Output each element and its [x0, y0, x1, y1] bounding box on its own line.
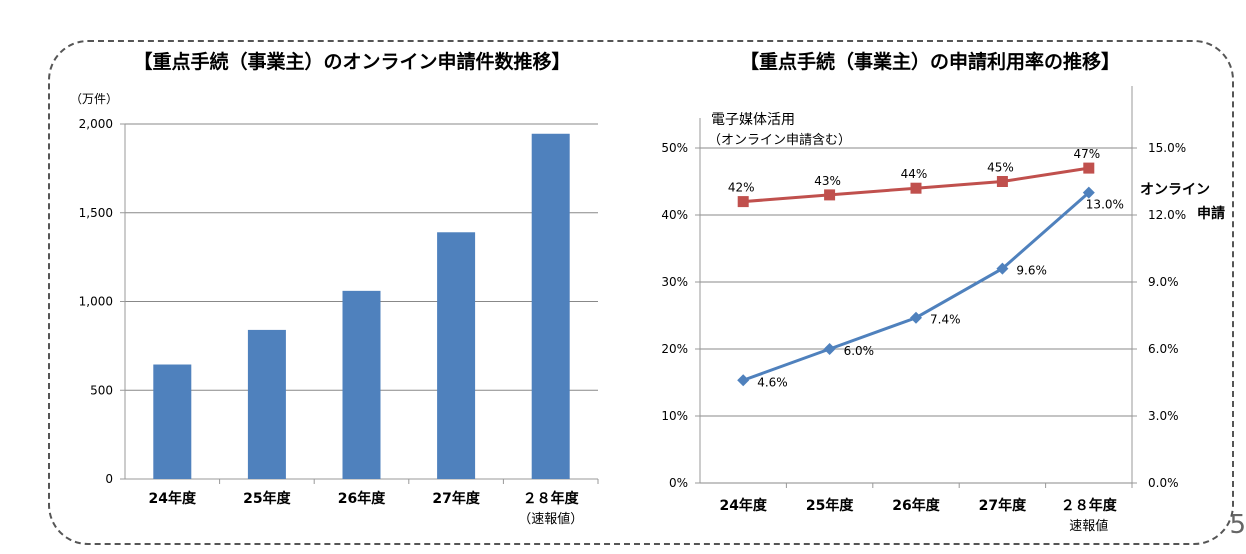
bar-y-tick-label: 1,000 — [79, 295, 113, 309]
bar — [342, 290, 381, 479]
line-left-tick-label: 10% — [661, 409, 688, 423]
series-data-label: 47% — [1073, 147, 1100, 161]
bar — [247, 329, 286, 479]
page-number: 5 — [1229, 510, 1246, 540]
bar-y-tick-label: 500 — [90, 383, 113, 397]
bar — [437, 232, 476, 479]
series-data-label: 45% — [987, 161, 1014, 175]
series-point — [996, 176, 1008, 187]
series-point — [823, 343, 836, 355]
line-chart-series: 42% 43% 44% 45% 47% 4.6% 6.0% 7.4% 9.6% 13.0% — [728, 147, 1124, 389]
line-right-tick-label: 3.0% — [1148, 409, 1179, 423]
series-data-label: 4.6% — [757, 375, 788, 389]
bar-chart-title: 【重点手続（事業主）のオンライン申請件数推移】 — [133, 50, 570, 73]
line-right-tick-label: 9.0% — [1148, 275, 1179, 289]
line-chart-left-axis: 0% 10% 20% 30% 40% 50% — [661, 141, 688, 490]
bar-y-tick-label: 0 — [105, 472, 113, 486]
line-right-tick-label: 12.0% — [1148, 208, 1186, 222]
series-point — [737, 196, 749, 208]
line-x-tick-note: 速報値 — [1069, 518, 1108, 534]
series-data-label: 43% — [814, 174, 841, 188]
legend-series-name: オンライン — [1140, 182, 1210, 198]
bar-y-tick-label: 2,000 — [79, 117, 113, 131]
series-data-label: 6.0% — [844, 344, 875, 358]
bar-y-tick-label: 1,500 — [79, 206, 113, 220]
legend-series-name: 電子媒体活用 — [711, 112, 795, 128]
bar — [531, 133, 570, 479]
line-chart-title: 【重点手続（事業主）の申請利用率の推移】 — [740, 50, 1120, 73]
line-chart-right-axis: 0.0% 3.0% 6.0% 9.0% 12.0% 15.0% — [1148, 141, 1186, 490]
bar-chart-bars — [153, 133, 570, 479]
bar-x-tick-label: 24年度 — [149, 490, 197, 507]
series-data-label: 42% — [728, 181, 755, 195]
bar-x-tick-label: ２８年度 — [523, 490, 580, 507]
line-x-tick-label: 27年度 — [979, 497, 1027, 514]
series-data-label: 44% — [901, 167, 928, 181]
line-chart-grid — [695, 86, 1137, 488]
line-left-tick-label: 40% — [661, 208, 688, 222]
series-point — [1082, 186, 1095, 199]
series-point — [737, 374, 750, 387]
line-chart-legend: 電子媒体活用 （オンライン申請含む） オンライン申請 — [708, 112, 1225, 222]
bar — [153, 364, 192, 479]
bar-x-tick-label: 27年度 — [432, 490, 480, 507]
line-left-tick-label: 50% — [661, 141, 688, 155]
line-left-tick-label: 20% — [661, 342, 688, 356]
line-right-tick-label: 0.0% — [1148, 476, 1179, 490]
bar-chart-ylabel: （万件） — [70, 92, 118, 106]
line-x-tick-label: 24年度 — [719, 497, 767, 514]
line-right-tick-label: 15.0% — [1148, 141, 1186, 155]
line-x-tick-label: 26年度 — [892, 497, 940, 514]
series-line — [742, 191, 1090, 382]
line-right-tick-label: 6.0% — [1148, 342, 1179, 356]
series-point — [910, 182, 922, 194]
line-left-tick-label: 30% — [661, 275, 688, 289]
series-point — [824, 189, 836, 201]
series-data-label: 13.0% — [1086, 198, 1124, 212]
legend-series-name-line2: 申請 — [1197, 205, 1225, 222]
bar-chart-x-axis: 24年度 25年度 26年度 27年度 ２８年度 （速報値） — [149, 490, 584, 527]
line-x-tick-label: 25年度 — [806, 497, 854, 514]
series-data-label: 7.4% — [930, 313, 961, 327]
series-point — [996, 262, 1009, 275]
series-point — [910, 311, 922, 324]
bar-x-tick-label: 26年度 — [338, 490, 386, 507]
series-data-label: 9.6% — [1016, 264, 1047, 278]
series-point — [1083, 162, 1095, 174]
bar-x-tick-label: 25年度 — [243, 490, 291, 507]
line-left-tick-label: 0% — [669, 476, 688, 490]
legend-series-name-line2: （オンライン申請含む） — [708, 132, 851, 148]
bar-chart-y-axis: 0 500 1,000 1,500 2,000 — [79, 117, 113, 486]
bar-x-tick-note: （速報値） — [518, 511, 583, 527]
line-x-tick-label: ２８年度 — [1061, 497, 1118, 514]
